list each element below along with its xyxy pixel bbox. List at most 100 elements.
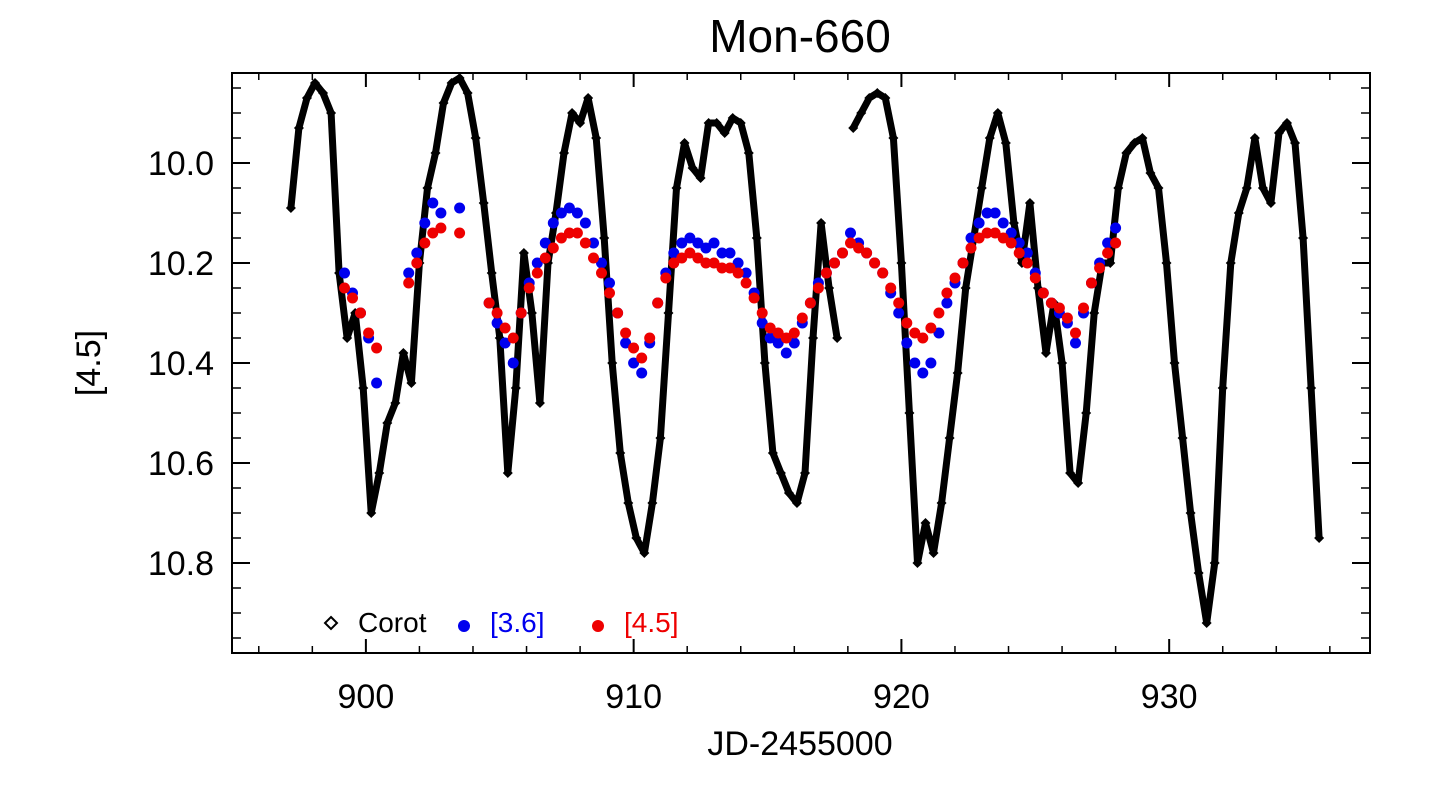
ch1-point xyxy=(917,367,929,379)
corot-point xyxy=(888,133,899,143)
ch2-point xyxy=(732,267,744,279)
corot-point xyxy=(1265,198,1276,208)
corot-point xyxy=(936,498,947,508)
ch2-point xyxy=(804,297,816,309)
ch2-point xyxy=(981,227,993,239)
ch2-point xyxy=(604,287,615,299)
corot-point xyxy=(960,283,971,293)
ch1-point xyxy=(507,357,519,369)
ch2-point xyxy=(652,297,664,309)
ch2-point xyxy=(837,247,848,259)
ch1-point xyxy=(965,232,977,244)
ch1-point xyxy=(724,247,736,259)
ch2-point xyxy=(812,282,824,294)
ch2-point xyxy=(563,227,575,239)
legend-45-label: [4.5] xyxy=(624,607,678,638)
corot-point xyxy=(534,398,545,408)
ch2-point xyxy=(829,257,840,269)
ch2-point xyxy=(1005,237,1017,249)
ch1-point xyxy=(1005,227,1017,239)
ch2-point xyxy=(748,292,760,304)
y-axis-label: [4.5] xyxy=(70,330,108,396)
corot-point xyxy=(631,533,642,543)
corot-point xyxy=(655,433,666,443)
corot-point xyxy=(1065,468,1076,478)
ch2-point xyxy=(612,307,624,319)
corot-point xyxy=(1169,358,1180,368)
ch2-point xyxy=(684,247,696,259)
corot-point xyxy=(1209,558,1220,568)
ch2-point xyxy=(676,252,688,264)
ch1-point xyxy=(435,207,447,219)
legend: Corot [3.6] [4.5] xyxy=(323,607,678,638)
corot-point xyxy=(1161,258,1172,268)
legend-corot-label: Corot xyxy=(358,607,427,638)
ch2-point xyxy=(877,267,889,279)
ch2-point xyxy=(1094,262,1106,274)
corot-point xyxy=(446,78,457,88)
ch1-point xyxy=(628,357,640,369)
corot-point xyxy=(374,468,385,478)
ch2-point xyxy=(628,342,640,354)
ch1-point xyxy=(676,237,688,249)
corot-point xyxy=(1249,133,1260,143)
ch2-point xyxy=(411,257,423,269)
ch1-point xyxy=(756,317,768,329)
corot-point xyxy=(502,468,513,478)
ch2-point xyxy=(339,282,350,294)
ch1-point xyxy=(788,337,800,349)
ch2-point xyxy=(989,227,1001,239)
ch2-point xyxy=(491,307,503,319)
ch2-point xyxy=(499,322,511,334)
corot-point xyxy=(591,133,602,143)
ch1-point xyxy=(989,207,1001,219)
ch2-point xyxy=(845,237,856,249)
ch1-point xyxy=(692,237,704,249)
corot-point xyxy=(422,183,433,193)
corot-point xyxy=(1217,383,1228,393)
ch1-point xyxy=(909,357,921,369)
corot-point xyxy=(775,468,786,478)
ch1-point xyxy=(531,257,543,269)
corot-point xyxy=(880,93,891,103)
ch2-point xyxy=(1061,312,1073,324)
corot-point xyxy=(1314,533,1325,543)
corot-point xyxy=(342,333,353,343)
ch2-point xyxy=(756,307,768,319)
corot-point xyxy=(984,133,995,143)
ch2-point xyxy=(772,327,784,339)
corot-point xyxy=(599,233,610,243)
x-tick-label: 900 xyxy=(338,678,395,716)
ch2-point xyxy=(620,327,632,339)
ch2-point xyxy=(861,247,873,259)
corot-point xyxy=(679,138,690,148)
corot-point xyxy=(896,258,907,268)
ch2-point xyxy=(435,222,447,234)
ch1-point xyxy=(539,237,551,249)
ch1-point xyxy=(1021,247,1033,259)
ch2-point xyxy=(949,272,961,284)
ch1-point xyxy=(997,217,1009,229)
y-tick-label: 10.2 xyxy=(148,245,214,283)
ch1-point xyxy=(1070,337,1081,349)
corot-point xyxy=(1298,233,1309,243)
corot-point xyxy=(575,118,586,128)
ch1-point xyxy=(636,367,648,379)
corot-point xyxy=(310,78,321,88)
y-tick-label: 10.0 xyxy=(148,145,214,183)
corot-point xyxy=(992,108,1003,118)
ch2-point xyxy=(764,322,776,334)
ch1-point xyxy=(981,207,993,219)
corot-point xyxy=(398,348,409,358)
x-axis-label: JD-2455000 xyxy=(707,725,892,763)
ch1-point xyxy=(499,337,511,349)
ch1-point xyxy=(427,197,439,209)
ch1-point xyxy=(933,327,945,339)
ch2-point xyxy=(1070,327,1081,339)
corot-point xyxy=(526,308,537,318)
corot-point xyxy=(663,308,674,318)
ch1-point xyxy=(732,257,744,269)
ch2-point xyxy=(636,352,648,364)
ch2-point xyxy=(692,252,704,264)
corot-point xyxy=(928,548,939,558)
